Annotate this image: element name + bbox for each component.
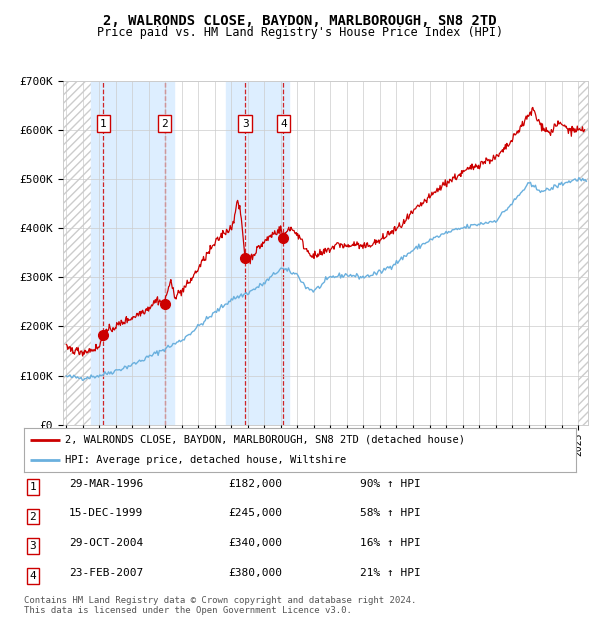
Text: 29-MAR-1996: 29-MAR-1996 [69, 479, 143, 489]
Text: 23-FEB-2007: 23-FEB-2007 [69, 568, 143, 578]
Text: £245,000: £245,000 [228, 508, 282, 518]
Text: 2, WALRONDS CLOSE, BAYDON, MARLBOROUGH, SN8 2TD (detached house): 2, WALRONDS CLOSE, BAYDON, MARLBOROUGH, … [65, 435, 466, 445]
Text: £380,000: £380,000 [228, 568, 282, 578]
Text: 3: 3 [242, 118, 248, 128]
Text: 2, WALRONDS CLOSE, BAYDON, MARLBOROUGH, SN8 2TD: 2, WALRONDS CLOSE, BAYDON, MARLBOROUGH, … [103, 14, 497, 28]
Bar [578, 81, 588, 425]
Text: 1: 1 [29, 482, 37, 492]
Bar [63, 81, 91, 425]
Text: 3: 3 [29, 541, 37, 551]
Text: Price paid vs. HM Land Registry's House Price Index (HPI): Price paid vs. HM Land Registry's House … [97, 26, 503, 39]
Text: 29-OCT-2004: 29-OCT-2004 [69, 538, 143, 548]
Text: £340,000: £340,000 [228, 538, 282, 548]
Text: £182,000: £182,000 [228, 479, 282, 489]
Text: Contains HM Land Registry data © Crown copyright and database right 2024.
This d: Contains HM Land Registry data © Crown c… [24, 596, 416, 615]
Text: 15-DEC-1999: 15-DEC-1999 [69, 508, 143, 518]
Text: 16% ↑ HPI: 16% ↑ HPI [360, 538, 421, 548]
Text: 2: 2 [29, 512, 37, 521]
Text: 58% ↑ HPI: 58% ↑ HPI [360, 508, 421, 518]
Bar [91, 81, 173, 425]
Text: HPI: Average price, detached house, Wiltshire: HPI: Average price, detached house, Wilt… [65, 455, 347, 466]
Text: 90% ↑ HPI: 90% ↑ HPI [360, 479, 421, 489]
Text: 21% ↑ HPI: 21% ↑ HPI [360, 568, 421, 578]
Text: 4: 4 [280, 118, 287, 128]
Bar [226, 81, 289, 425]
Text: 4: 4 [29, 571, 37, 581]
Text: 1: 1 [100, 118, 107, 128]
Text: 2: 2 [161, 118, 168, 128]
